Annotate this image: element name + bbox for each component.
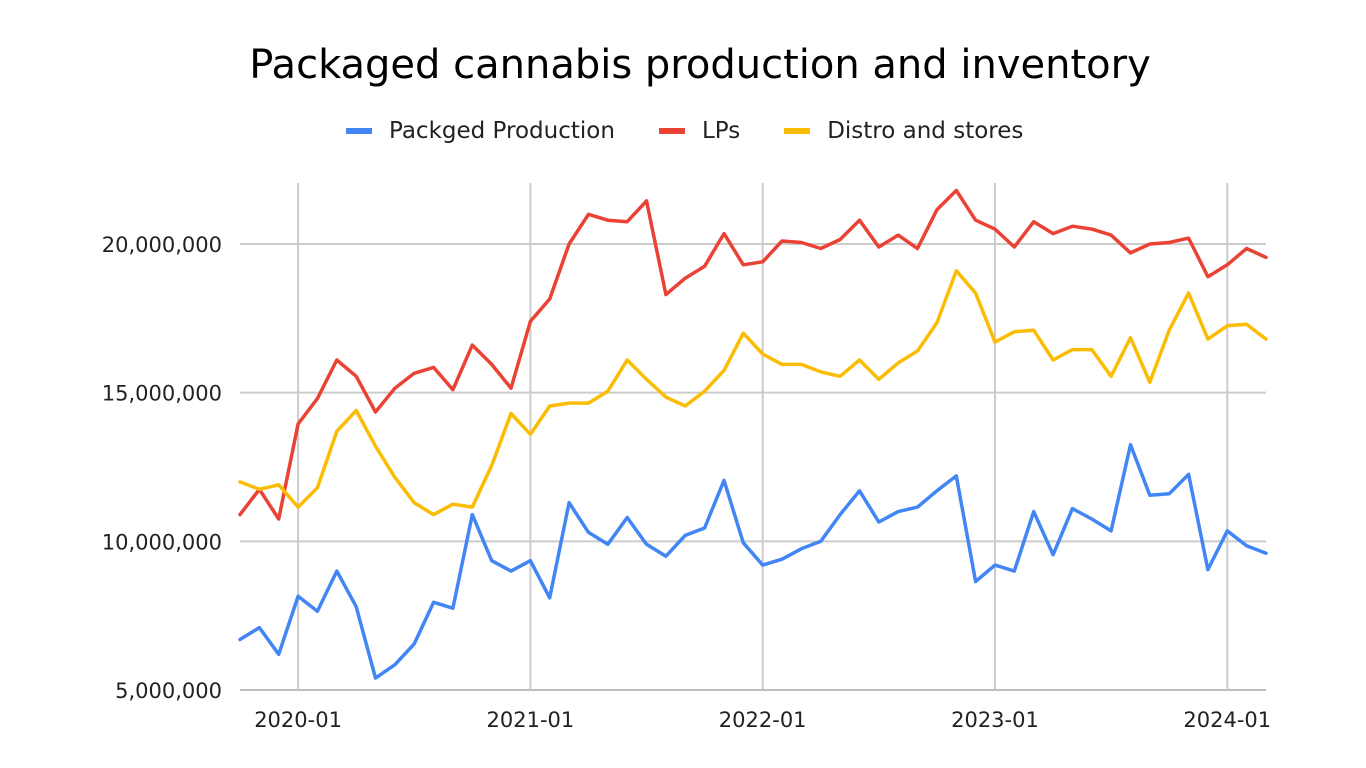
x-tick-label: 2020-01 — [254, 708, 342, 732]
y-tick-label: 20,000,000 — [102, 233, 222, 257]
chart-title: Packaged cannabis production and invento… — [249, 42, 1151, 88]
x-tick-label: 2022-01 — [719, 708, 807, 732]
series-line-distro-and-stores — [238, 269, 1268, 517]
legend-swatch — [658, 128, 685, 134]
series-line-lps — [238, 188, 1268, 521]
series-line-packged-production — [238, 442, 1268, 680]
legend-item-lps[interactable]: LPs — [658, 118, 741, 144]
legend-label: Distro and stores — [827, 118, 1024, 144]
y-tick-label: 15,000,000 — [102, 382, 222, 406]
y-tick-label: 5,000,000 — [115, 679, 222, 703]
x-tick-label: 2024-01 — [1183, 708, 1271, 732]
x-tick-label: 2023-01 — [951, 708, 1039, 732]
legend-label: Packged Production — [389, 118, 615, 144]
legend-swatch — [784, 128, 811, 134]
x-tick-label: 2021-01 — [487, 708, 575, 732]
legend-item-distro-and-stores[interactable]: Distro and stores — [784, 118, 1023, 144]
legend: Packged Production LPs Distro and stores — [346, 116, 1067, 146]
y-tick-label: 10,000,000 — [102, 530, 222, 554]
legend-item-packaged-production[interactable]: Packged Production — [346, 118, 615, 144]
legend-label: LPs — [701, 118, 741, 144]
legend-swatch — [346, 128, 372, 134]
